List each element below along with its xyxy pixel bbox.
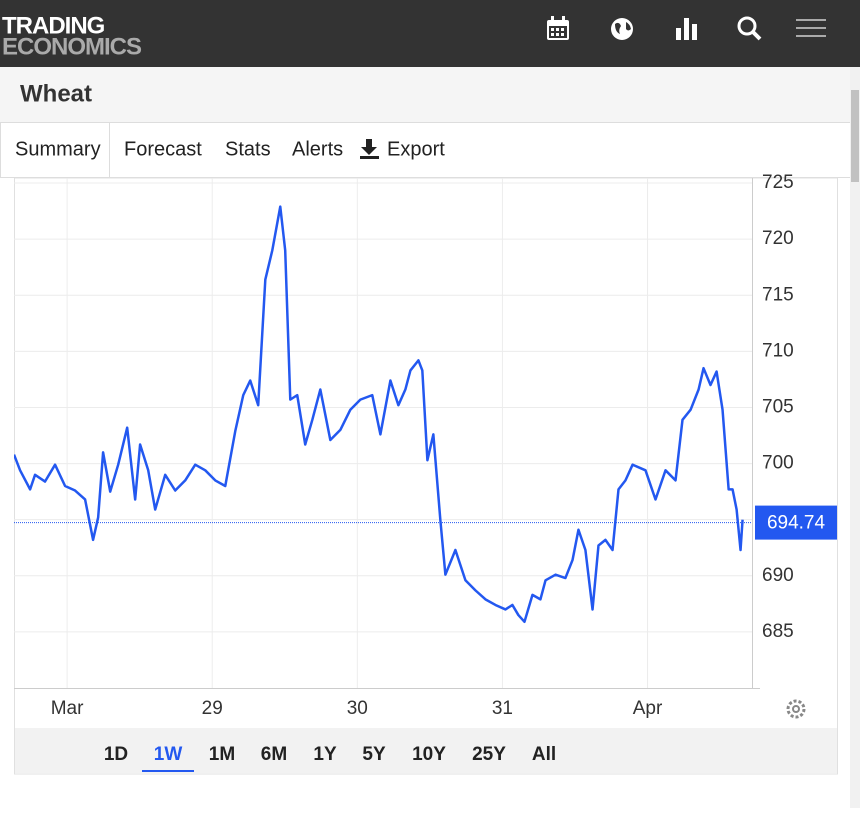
range-button[interactable]: 6M [261, 744, 287, 765]
y-tick-label: 720 [762, 228, 794, 249]
globe-icon[interactable] [611, 18, 633, 40]
range-button[interactable]: 25Y [472, 744, 506, 765]
active-tab [0, 122, 110, 178]
scrollbar-thumb[interactable] [851, 90, 859, 182]
x-tick-label: 30 [347, 698, 368, 719]
range-button[interactable]: 10Y [412, 744, 446, 765]
tab[interactable]: Export [387, 138, 445, 160]
top-bar [0, 0, 860, 67]
tab[interactable]: Stats [225, 138, 271, 160]
export-icon[interactable] [360, 139, 379, 159]
y-tick-label: 705 [762, 396, 794, 417]
range-button[interactable]: 1D [104, 744, 128, 765]
price-line [14, 205, 744, 624]
range-button[interactable]: 1W [154, 744, 183, 765]
x-tick-label: Mar [51, 698, 84, 719]
last-price-box [755, 505, 837, 540]
chart-icon[interactable] [676, 18, 697, 40]
chart-frame [14, 177, 838, 775]
range-bar [15, 728, 837, 773]
range-button[interactable]: 1Y [313, 744, 337, 765]
range-underline [142, 770, 194, 772]
tab-bar [0, 122, 851, 178]
logo-top[interactable]: TRADING [2, 12, 106, 39]
range-button[interactable]: All [532, 744, 556, 765]
range-button[interactable]: 1M [209, 744, 235, 765]
x-tick-label: 29 [202, 698, 223, 719]
y-tick-label: 685 [762, 621, 794, 642]
page-title: Wheat [20, 80, 92, 107]
y-tick-label: 715 [762, 284, 794, 305]
y-tick-label: 700 [762, 453, 794, 474]
tab[interactable]: Forecast [124, 138, 202, 160]
logo-bottom[interactable]: ECONOMICS [2, 33, 143, 60]
x-tick-label: 31 [492, 698, 513, 719]
title-bar [0, 67, 850, 122]
settings-icon[interactable] [786, 699, 806, 719]
y-tick-label: 690 [762, 565, 794, 586]
menu-icon[interactable] [796, 19, 826, 37]
tab[interactable]: Alerts [292, 138, 343, 160]
calendar-icon[interactable] [547, 16, 569, 40]
last-price-label: 694.74 [767, 513, 826, 534]
range-button[interactable]: 5Y [362, 744, 386, 765]
y-tick-label: 725 [762, 172, 794, 193]
tab[interactable]: Summary [15, 138, 101, 160]
x-tick-label: Apr [633, 698, 663, 719]
y-tick-label: 710 [762, 340, 794, 361]
search-icon[interactable] [737, 16, 762, 41]
scrollbar-track [850, 67, 860, 808]
